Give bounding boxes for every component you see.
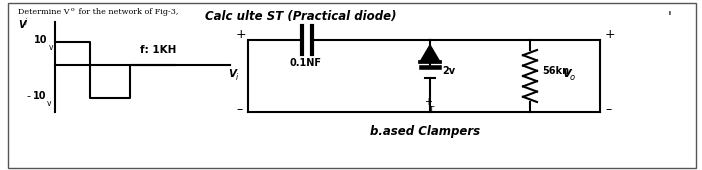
Text: 10: 10 — [34, 35, 48, 45]
Text: ': ' — [668, 10, 672, 24]
Text: –: – — [605, 104, 611, 116]
Text: i: i — [25, 18, 27, 27]
Text: +: + — [605, 29, 616, 41]
Text: Determine V: Determine V — [18, 8, 69, 16]
Text: V: V — [228, 69, 236, 79]
Text: v: v — [49, 43, 53, 52]
Text: +: + — [424, 97, 432, 107]
Text: b.ased Clampers: b.ased Clampers — [370, 125, 480, 138]
Text: -: - — [26, 91, 30, 101]
Text: v: v — [47, 99, 51, 108]
Text: 10: 10 — [33, 91, 46, 101]
Text: –: – — [236, 104, 242, 116]
Text: for the network of Fig-3,: for the network of Fig-3, — [76, 8, 178, 16]
Text: V: V — [562, 69, 571, 79]
Polygon shape — [420, 45, 440, 62]
Text: 56kn: 56kn — [542, 66, 569, 76]
Text: 0.1NF: 0.1NF — [290, 58, 322, 68]
Text: V: V — [18, 20, 25, 30]
Text: T: T — [428, 106, 433, 115]
Text: 2v: 2v — [442, 66, 455, 76]
Text: i: i — [236, 72, 238, 81]
Text: o: o — [71, 7, 74, 12]
Text: +: + — [236, 29, 246, 41]
Text: f: 1KH: f: 1KH — [140, 45, 176, 55]
Text: Calc ulte ST (Practical diode): Calc ulte ST (Practical diode) — [205, 10, 397, 23]
Text: o: o — [570, 73, 575, 82]
